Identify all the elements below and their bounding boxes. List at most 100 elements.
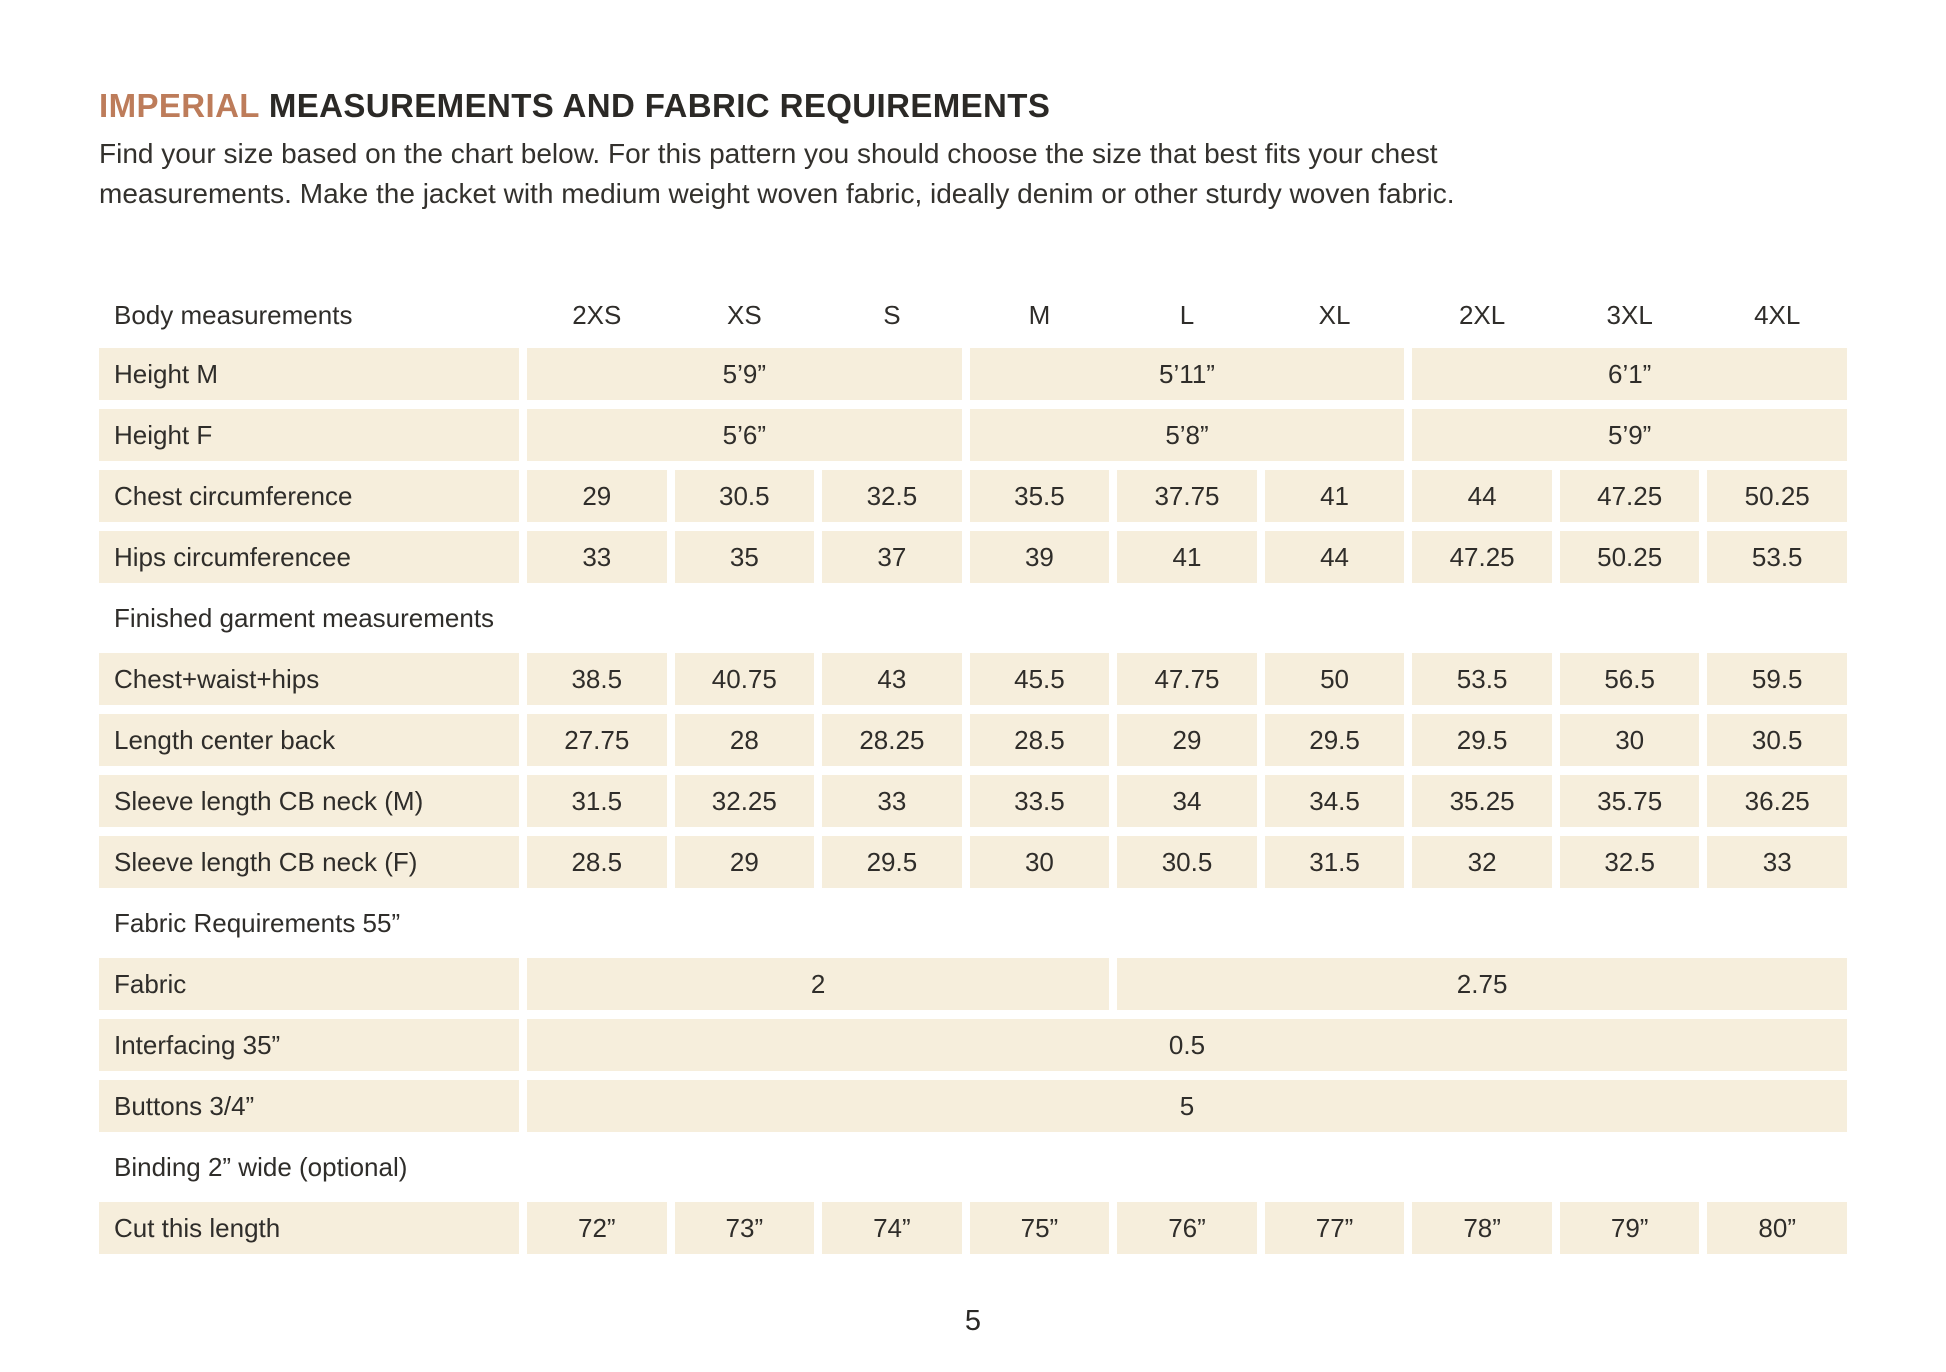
value-cell: 50.25: [1707, 470, 1847, 522]
value-cell: 41: [1117, 531, 1257, 583]
value-cell: 34.5: [1264, 775, 1405, 827]
intro-line: measurements. Make the jacket with mediu…: [99, 178, 1455, 209]
value-cell: 50.25: [1559, 531, 1700, 583]
value-cell: 32: [1412, 836, 1552, 888]
value-cell: 47.25: [1559, 470, 1700, 522]
value-cell: 77”: [1264, 1202, 1405, 1254]
value-cell: 75”: [969, 1202, 1110, 1254]
value-cell: 6’1”: [1412, 348, 1847, 400]
value-cell: 44: [1412, 470, 1552, 522]
column-header-label: Body measurements: [114, 299, 353, 330]
value-cell: 72”: [527, 1202, 667, 1254]
value-cell: 5’9”: [1412, 409, 1847, 461]
page-title-accent: IMPERIAL: [99, 87, 260, 124]
value-cell: 35.75: [1559, 775, 1700, 827]
table-row: Chest circumference 29 30.5 32.5 35.5 37.75 41…: [99, 470, 1847, 522]
row-label: Chest circumference: [99, 470, 519, 522]
value-cell: 32.5: [822, 470, 962, 522]
table-row: Interfacing 35” 0.5: [99, 1019, 1847, 1071]
page-number: 5: [964, 1305, 982, 1337]
value-cell: 0.5: [527, 1019, 1847, 1071]
row-label: Fabric: [99, 958, 519, 1010]
table-row: Buttons 3/4” 5: [99, 1080, 1847, 1132]
column-header-size: XS: [726, 299, 762, 330]
value-cell: 35.5: [969, 470, 1110, 522]
intro-paragraph: Find your size based on the chart below.…: [99, 134, 1847, 214]
value-cell: 39: [969, 531, 1110, 583]
column-header-size: XL: [1318, 299, 1351, 330]
value-cell: 43: [822, 653, 962, 705]
section-row: Finished garment measurements: [99, 592, 1847, 644]
value-cell: 59.5: [1707, 653, 1847, 705]
value-cell: 29: [674, 836, 815, 888]
value-cell: 47.75: [1117, 653, 1257, 705]
value-cell: 33: [527, 531, 667, 583]
value-cell: 34: [1117, 775, 1257, 827]
value-cell: 33: [822, 775, 962, 827]
value-cell: 5’11”: [969, 348, 1405, 400]
value-cell: 47.25: [1412, 531, 1552, 583]
column-header-size: 4XL: [1754, 299, 1801, 330]
value-cell: 30.5: [1117, 836, 1257, 888]
intro-line: Find your size based on the chart below.…: [99, 138, 1438, 169]
value-cell: 5’8”: [969, 409, 1405, 461]
table-row: Fabric 2 2.75: [99, 958, 1847, 1010]
column-header-size: 2XS: [572, 299, 622, 330]
value-cell: 28: [674, 714, 815, 766]
size-table: Body measurements 2XS XS S M L XL 2XL 3XL 4XL Heig…: [99, 291, 1847, 1254]
value-cell: 29.5: [822, 836, 962, 888]
value-cell: 27.75: [527, 714, 667, 766]
value-cell: 33.5: [969, 775, 1110, 827]
row-label: Height F: [99, 409, 519, 461]
value-cell: 79”: [1559, 1202, 1700, 1254]
row-label: Length center back: [99, 714, 519, 766]
value-cell: 45.5: [969, 653, 1110, 705]
table-row: Length center back 27.75 28 28.25 28.5 29 29.5…: [99, 714, 1847, 766]
value-cell: 37: [822, 531, 962, 583]
value-cell: 5’9”: [527, 348, 962, 400]
table-row: Sleeve length CB neck (M) 31.5 32.25 33 33.5…: [99, 775, 1847, 827]
row-label: Interfacing 35”: [99, 1019, 519, 1071]
value-cell: 28.25: [822, 714, 962, 766]
value-cell: 33: [1707, 836, 1847, 888]
value-cell: 5’6”: [527, 409, 962, 461]
column-header-size: M: [1028, 299, 1051, 330]
value-cell: 37.75: [1117, 470, 1257, 522]
row-label: Hips circumferencee: [99, 531, 519, 583]
row-label: Buttons 3/4”: [99, 1080, 519, 1132]
value-cell: 28.5: [969, 714, 1110, 766]
value-cell: 53.5: [1707, 531, 1847, 583]
value-cell: 41: [1264, 470, 1405, 522]
value-cell: 29: [527, 470, 667, 522]
value-cell: 35.25: [1412, 775, 1552, 827]
value-cell: 2: [527, 958, 1110, 1010]
row-label: Sleeve length CB neck (F): [99, 836, 519, 888]
value-cell: 32.25: [674, 775, 815, 827]
value-cell: 31.5: [1264, 836, 1405, 888]
table-row: Height F 5’6” 5’8” 5’9”: [99, 409, 1847, 461]
value-cell: 80”: [1707, 1202, 1847, 1254]
column-header-size: 3XL: [1606, 299, 1653, 330]
page-content: IMPERIAL MEASUREMENTS AND FABRIC REQUIRE…: [99, 0, 1847, 1338]
value-cell: 5: [527, 1080, 1847, 1132]
row-label: Cut this length: [99, 1202, 519, 1254]
value-cell: 74”: [822, 1202, 962, 1254]
value-cell: 50: [1264, 653, 1405, 705]
row-label: Chest+waist+hips: [99, 653, 519, 705]
table-row: Height M 5’9” 5’11” 6’1”: [99, 348, 1847, 400]
column-header-size: L: [1179, 299, 1195, 330]
value-cell: 31.5: [527, 775, 667, 827]
table-row: Chest+waist+hips 38.5 40.75 43 45.5 47.75 50 53…: [99, 653, 1847, 705]
column-header-size: S: [883, 299, 901, 330]
value-cell: 53.5: [1412, 653, 1552, 705]
section-row: Fabric Requirements 55”: [99, 897, 1847, 949]
section-row: Binding 2” wide (optional): [99, 1141, 1847, 1193]
value-cell: 29.5: [1264, 714, 1405, 766]
value-cell: 56.5: [1559, 653, 1700, 705]
table-row: Hips circumferencee 33 35 37 39 41 44 47.25 50.2…: [99, 531, 1847, 583]
value-cell: 73”: [674, 1202, 815, 1254]
value-cell: 38.5: [527, 653, 667, 705]
column-header-size: 2XL: [1458, 299, 1506, 330]
value-cell: 29.5: [1412, 714, 1552, 766]
row-label: Sleeve length CB neck (M): [99, 775, 519, 827]
